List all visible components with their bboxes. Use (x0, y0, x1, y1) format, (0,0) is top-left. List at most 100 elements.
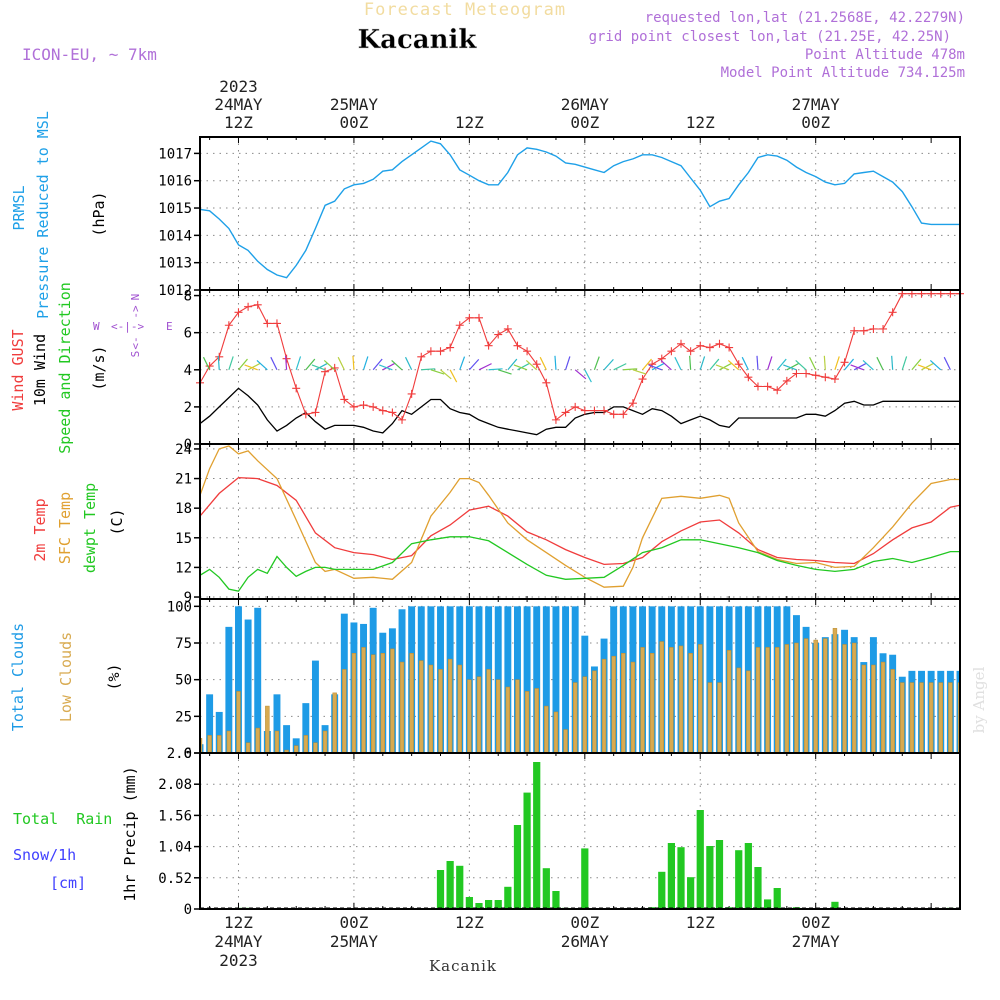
gust-point (677, 339, 686, 348)
rain-bar (523, 792, 531, 909)
gust-point (696, 341, 705, 350)
clouds-panel: 0 25 50 75 100 (167, 598, 961, 762)
total-clouds-bar (562, 606, 570, 753)
low-clouds-bar (823, 638, 828, 753)
y-tick-label: 0 (184, 437, 192, 453)
y-tick-label: 9 (184, 590, 192, 606)
low-clouds-bar (573, 682, 578, 753)
gust-point (571, 402, 580, 411)
bottom-axis-date: 27MAY (792, 932, 841, 951)
wind-direction-arrow (584, 369, 592, 383)
pressure-msl-label: Pressure Reduced to MSL (34, 111, 52, 319)
panel-frame (199, 443, 961, 600)
location-title: Kacanik (358, 25, 478, 55)
gust-point (609, 410, 618, 419)
y-tick-label: 21 (175, 472, 192, 488)
wind-direction-arrow (891, 355, 894, 370)
low-clouds-bar (755, 647, 761, 753)
wind-direction-arrow (247, 362, 261, 371)
panel-frame (199, 136, 961, 291)
total-clouds-bar (225, 626, 233, 753)
gust-point (725, 343, 734, 352)
wind-direction-arrow (917, 364, 932, 371)
wind-direction-arrow (632, 369, 647, 375)
low-clouds-bar (775, 647, 780, 753)
gust-point (532, 360, 541, 369)
gust-point (311, 408, 320, 417)
pressure-unit: (hPa) (90, 191, 108, 236)
grid (200, 137, 960, 290)
low-clouds-bar (409, 653, 414, 753)
wind-unit: (m/s) (90, 345, 108, 390)
wind-direction-arrow (727, 359, 740, 371)
gust-point (321, 367, 330, 376)
total-rain-label: Total Rain (13, 810, 112, 828)
wind-direction-arrow (943, 356, 951, 371)
low-clouds-bar (476, 676, 482, 753)
rain-bar (831, 901, 839, 909)
low-clouds-bar (717, 682, 722, 753)
rain-bar (436, 870, 445, 909)
gust-point (744, 373, 753, 382)
rain-bar (456, 865, 464, 909)
y-tick-label: 4 (184, 363, 192, 379)
low-clouds-bar (515, 679, 520, 753)
wind-direction-arrow (862, 359, 874, 371)
low-clouds-bar (524, 691, 530, 753)
total-clouds-bar (254, 607, 262, 753)
precip-labels: Total Rain Snow/1h [cm] 1hr Precip (mm) (13, 766, 139, 901)
gust-point (523, 347, 532, 356)
low-clouds-bar (919, 682, 924, 753)
gust-point (898, 289, 907, 298)
y-tick-label: 1.56 (158, 808, 192, 824)
gust-point (638, 375, 647, 384)
low-clouds-bar (380, 653, 385, 753)
low-clouds-bar (265, 705, 270, 753)
gust-point (465, 313, 474, 322)
low-clouds-bar (438, 669, 443, 753)
wind-direction-arrow (921, 362, 935, 371)
total-clouds-bar (283, 725, 291, 753)
wind-panel: 0 2 4 6 8 (184, 289, 964, 453)
gust-point (349, 402, 358, 411)
wind-direction-arrow (911, 358, 922, 371)
wind10m-label: 10m Wind (31, 334, 49, 406)
wind-direction-arrow (507, 358, 518, 371)
low-clouds-bar (832, 628, 838, 753)
gust-point (580, 406, 589, 415)
gust-point (378, 406, 387, 415)
model-label: ICON-EU, ~ 7km (22, 45, 157, 64)
gust-point (436, 347, 445, 356)
gust-point (946, 289, 955, 298)
rain-bar (773, 888, 781, 909)
gust-point (388, 408, 397, 417)
wind-direction-arrow (719, 362, 733, 371)
low-clouds-bar (851, 642, 857, 753)
precip-unit: 1hr Precip (mm) (121, 766, 139, 901)
bottom-axis-date: 25MAY (330, 932, 379, 951)
product-title: Forecast Meteogram (364, 0, 566, 20)
wind-direction-arrow (498, 369, 512, 375)
gust-point (234, 308, 243, 317)
y-tick-label: 25 (175, 709, 192, 725)
gust-point (927, 289, 936, 298)
wind-direction-arrow (783, 364, 797, 371)
low-clouds-bar (871, 664, 876, 753)
gust-point (474, 313, 483, 322)
wind-direction-arrow (323, 359, 336, 371)
temp2m-label: 2m Temp (31, 498, 49, 561)
low-clouds-bar (659, 641, 664, 753)
compass-w: W (93, 320, 100, 333)
gust-point (407, 389, 416, 398)
temp-unit: (C) (108, 508, 126, 535)
low-clouds-bar (948, 682, 953, 753)
low-clouds-bar (370, 654, 376, 753)
low-clouds-bar (496, 679, 501, 753)
low-clouds-bar (303, 735, 309, 753)
wind-direction-arrow (228, 356, 234, 370)
gust-point (686, 347, 695, 356)
y-tick-label: 0.52 (158, 871, 192, 887)
gust-point (590, 406, 599, 415)
wind-direction-arrow (539, 356, 547, 371)
